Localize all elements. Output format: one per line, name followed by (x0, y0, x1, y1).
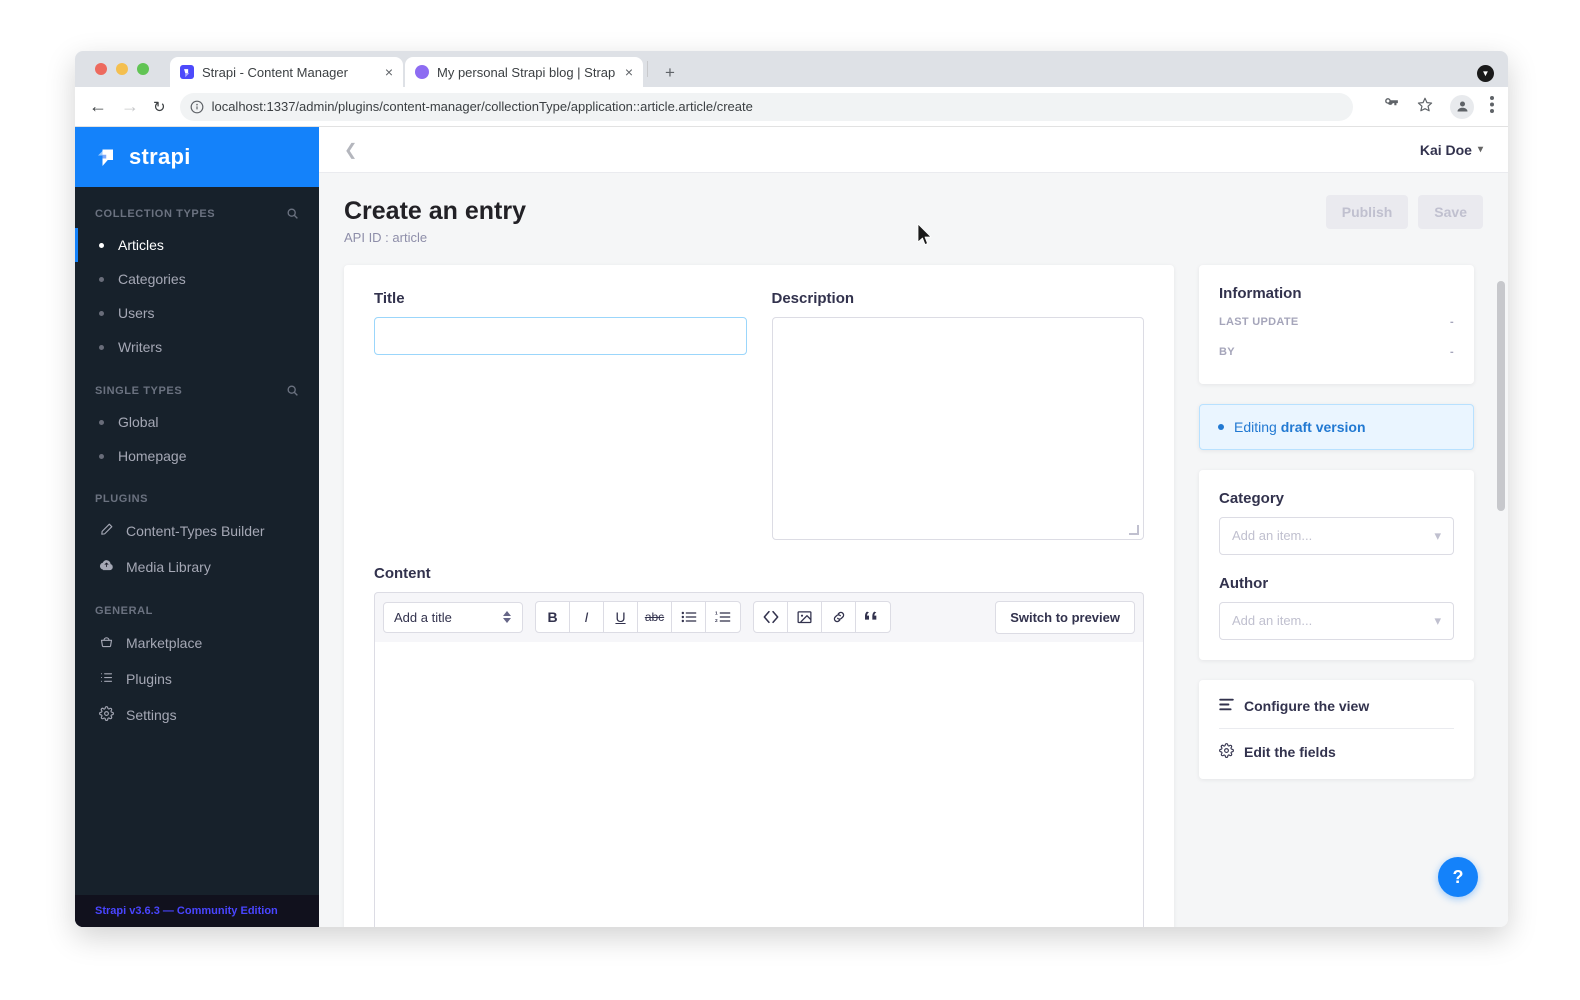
svg-text:1: 1 (715, 611, 718, 617)
svg-text:2: 2 (715, 618, 718, 624)
